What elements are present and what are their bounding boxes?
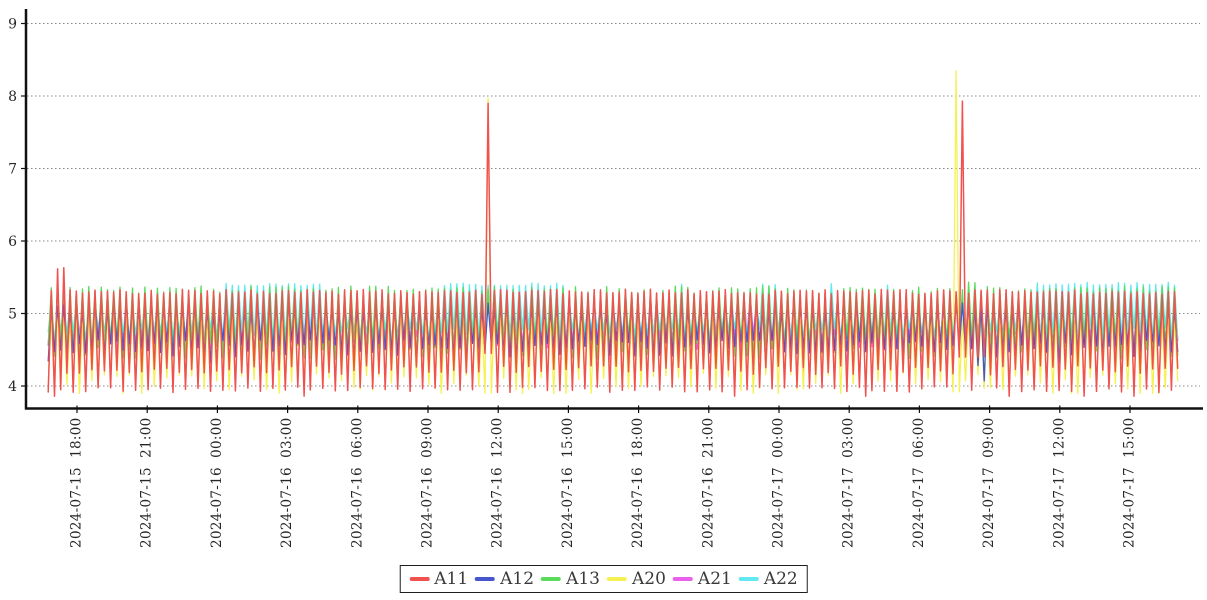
series-line-A11 <box>47 100 1179 397</box>
x-tick-label: 2024-07-16 09:00 <box>420 418 436 548</box>
legend-item-A13: A13 <box>541 569 600 589</box>
x-tick-label: 2024-07-17 03:00 <box>841 418 857 548</box>
x-tick-label: 2024-07-17 15:00 <box>1122 418 1138 548</box>
x-tick-label: 2024-07-15 18:00 <box>69 418 85 548</box>
y-tick-label: 4 <box>8 379 17 395</box>
legend-swatch-A11 <box>409 577 430 581</box>
x-tick-label: 2024-07-16 15:00 <box>560 418 576 548</box>
legend-swatch-A12 <box>475 577 496 581</box>
legend-item-A11: A11 <box>409 569 468 589</box>
legend-item-A20: A20 <box>607 569 666 589</box>
legend-label-A11: A11 <box>434 569 469 589</box>
legend-item-A22: A22 <box>738 569 798 589</box>
x-tick-label: 2024-07-15 21:00 <box>139 418 155 548</box>
y-tick-label: 5 <box>8 307 17 323</box>
y-tick-label: 9 <box>8 17 17 33</box>
legend-label-A13: A13 <box>566 569 600 589</box>
x-tick-label: 2024-07-16 00:00 <box>209 418 225 548</box>
legend-swatch-A22 <box>738 577 759 581</box>
x-tick-label: 2024-07-17 09:00 <box>981 418 997 548</box>
legend-item-A12: A12 <box>475 569 534 589</box>
legend-item-A21: A21 <box>672 569 732 589</box>
x-tick-label: 2024-07-16 21:00 <box>700 418 716 548</box>
legend-swatch-A21 <box>672 577 693 581</box>
x-tick-label: 2024-07-16 18:00 <box>630 418 646 548</box>
legend-label-A21: A21 <box>697 569 732 589</box>
x-tick-label: 2024-07-16 12:00 <box>490 418 506 548</box>
legend-label-A12: A12 <box>500 569 535 589</box>
chart-legend: A11 A12 A13 A20 A21 A22 <box>399 565 808 593</box>
legend-swatch-A20 <box>607 577 627 581</box>
legend-swatch-A13 <box>541 577 562 581</box>
x-tick-label: 2024-07-16 06:00 <box>349 418 365 548</box>
y-tick-label: 8 <box>8 89 17 105</box>
x-tick-label: 2024-07-17 00:00 <box>771 418 787 548</box>
x-tick-label: 2024-07-17 12:00 <box>1051 418 1067 548</box>
x-tick-label: 2024-07-16 03:00 <box>279 418 295 548</box>
x-tick-label: 2024-07-17 06:00 <box>911 418 927 548</box>
y-tick-label: 6 <box>8 234 17 250</box>
legend-label-A20: A20 <box>632 569 666 589</box>
legend-label-A22: A22 <box>763 569 798 589</box>
y-tick-label: 7 <box>8 162 17 178</box>
